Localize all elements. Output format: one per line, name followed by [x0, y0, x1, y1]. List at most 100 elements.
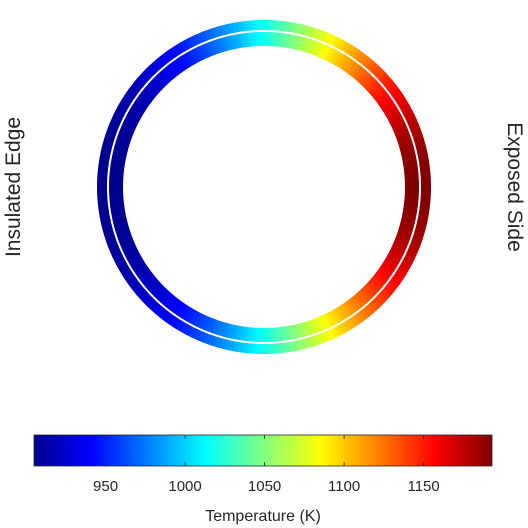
ring-segment: [300, 24, 308, 36]
ring-segment: [199, 331, 208, 343]
ring-segment: [286, 33, 293, 49]
ring-segment: [141, 88, 155, 102]
ring-segment: [331, 326, 340, 339]
ring-segment: [403, 205, 418, 212]
ring-segment: [287, 341, 295, 353]
ring-segment: [183, 52, 194, 67]
ring-segment: [304, 25, 313, 37]
ring-segment: [377, 266, 392, 279]
ring-segment: [365, 303, 376, 315]
ring-segment: [126, 88, 138, 99]
ring-segment: [338, 40, 349, 52]
ring-segment: [399, 142, 414, 152]
ring-segment: [413, 135, 425, 144]
ring-segment: [138, 269, 153, 282]
ring-segment: [184, 37, 194, 50]
ring-segment: [122, 119, 137, 130]
ring-segment: [188, 35, 197, 48]
ring-segment: [127, 108, 143, 120]
ring-segment: [355, 311, 366, 323]
ring-segment: [109, 246, 121, 255]
ring-segment: [215, 320, 224, 336]
ring-segment: [239, 33, 247, 48]
left-side-label: Insulated Edge: [2, 117, 25, 257]
ring-segment: [379, 263, 394, 276]
ring-segment: [134, 98, 149, 111]
ring-segment: [182, 306, 194, 322]
ring-segment: [99, 214, 111, 222]
ring-segment: [321, 45, 332, 60]
ring-segment: [400, 219, 415, 228]
ring-segment: [134, 78, 146, 89]
ring-segment: [223, 36, 232, 51]
ring-segment: [377, 72, 389, 83]
ring-segment: [384, 106, 399, 117]
ring-segment: [204, 42, 215, 57]
ring-segment: [102, 138, 114, 147]
ring-segment: [401, 107, 414, 117]
ring-segment: [208, 27, 217, 40]
ring-segment: [123, 271, 135, 282]
ring-segment: [283, 342, 291, 353]
ring-segment: [140, 272, 155, 285]
ring-segment: [106, 126, 118, 135]
ring-segment: [327, 310, 338, 326]
ring-segment: [417, 215, 429, 223]
ring-segment: [110, 158, 126, 165]
ring-segment: [371, 298, 383, 309]
ring-segment: [172, 300, 185, 315]
ring-segment: [304, 38, 313, 54]
ring-segment: [233, 21, 241, 33]
ring-segment: [395, 131, 411, 141]
ring-segment: [371, 86, 385, 99]
ring-segment: [337, 305, 349, 320]
ring-segment: [334, 52, 346, 68]
ring-segment: [375, 269, 390, 282]
ring-segment: [111, 154, 127, 162]
ring-segment: [386, 81, 397, 92]
ring-segment: [115, 138, 131, 147]
ring-segment: [239, 326, 246, 341]
ring-segment: [108, 122, 120, 131]
ring-segment: [362, 57, 373, 69]
ring-segment: [237, 341, 244, 353]
colorbar: 950 1000 1050 1100 1150 Temperature (K): [33, 434, 493, 525]
ring-segment: [363, 77, 377, 91]
ring-segment: [112, 215, 127, 224]
ring-segment: [391, 88, 403, 99]
ring-segment: [186, 50, 198, 65]
ring-segment: [342, 42, 352, 54]
ring-segment: [349, 296, 362, 311]
ring-segment: [278, 326, 285, 342]
ring-segment: [307, 39, 317, 55]
ring-segment: [363, 284, 377, 298]
ring-segment: [405, 250, 417, 260]
ring-segment: [382, 285, 394, 296]
ring-segment: [148, 300, 159, 312]
ring-segment: [349, 46, 360, 58]
ring-segment: [380, 75, 392, 86]
ring-segment: [137, 74, 148, 86]
ring-segment: [418, 207, 430, 214]
ring-segment: [401, 150, 416, 159]
ring-segment: [385, 254, 401, 266]
ring-segment: [392, 123, 408, 134]
ring-segment: [352, 66, 366, 81]
ring-segment: [284, 21, 291, 33]
ring-segment: [346, 61, 359, 76]
ring-segment: [123, 91, 135, 102]
ring-segment: [311, 40, 321, 56]
ring-segment: [401, 258, 413, 268]
ring-segment: [121, 268, 133, 278]
ring-segment: [173, 44, 183, 56]
ring-segment: [109, 118, 121, 127]
ring-segment: [98, 160, 110, 167]
ring-segment: [162, 293, 176, 308]
ring-segment: [296, 23, 304, 35]
ring-segment: [416, 219, 428, 227]
ring-segment: [163, 66, 176, 80]
ring-segment: [419, 160, 430, 168]
ring-segment: [292, 22, 300, 34]
ring-segment: [365, 281, 380, 295]
ring-segment: [168, 316, 179, 328]
